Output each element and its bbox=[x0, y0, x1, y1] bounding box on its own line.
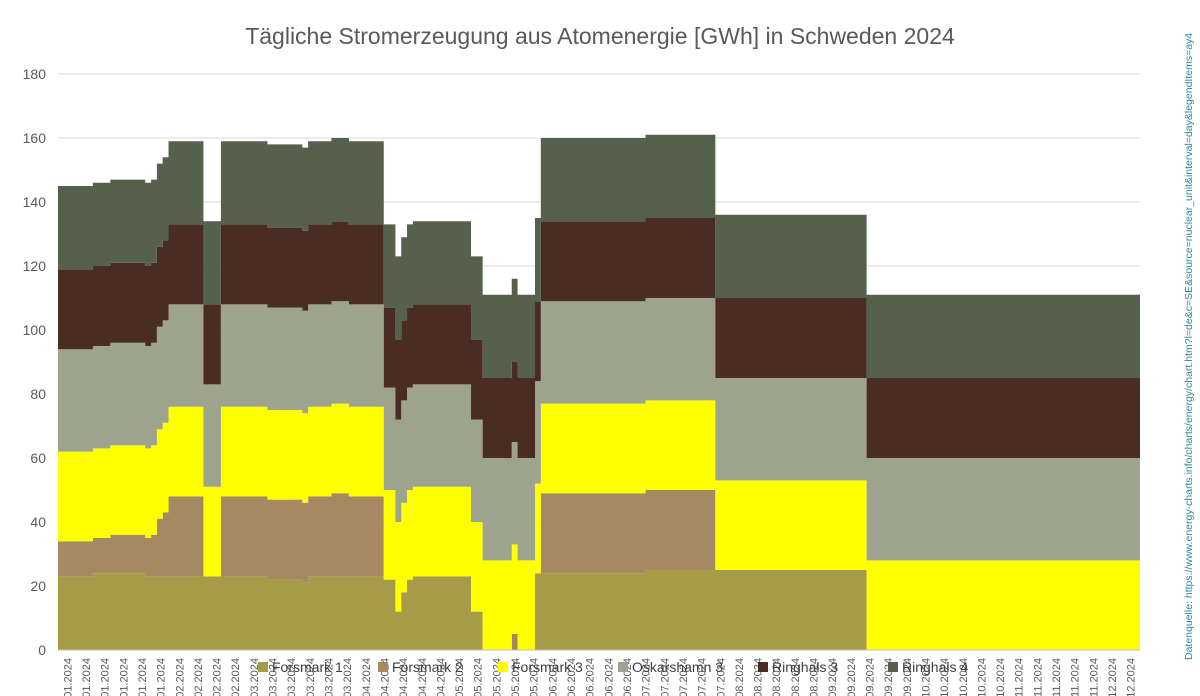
x-tick-label: 07.03.2024 bbox=[268, 658, 280, 696]
x-tick-label: 31.01.2024 bbox=[156, 658, 168, 696]
x-tick-label: 20.11.2024 bbox=[1070, 658, 1082, 696]
y-tick-label: 140 bbox=[23, 194, 47, 210]
x-tick-label: 13.03.2024 bbox=[286, 658, 298, 696]
x-tick-label: 12.02.2024 bbox=[193, 658, 205, 696]
x-tick-label: 04.08.2024 bbox=[734, 658, 746, 696]
x-tick-label: 24.02.2024 bbox=[230, 658, 242, 696]
x-tick-label: 18.04.2024 bbox=[398, 658, 410, 696]
x-tick-label: 11.06.2024 bbox=[566, 658, 578, 696]
x-tick-label: 15.10.2024 bbox=[958, 658, 970, 696]
x-tick-label: 05.06.2024 bbox=[547, 658, 559, 696]
y-tick-label: 100 bbox=[23, 322, 47, 338]
legend-swatch bbox=[888, 662, 898, 672]
series-area-ringhals-4 bbox=[58, 134, 1140, 378]
legend-label: Forsmark 2 bbox=[392, 659, 463, 675]
legend-label: Forsmark 1 bbox=[272, 659, 343, 675]
series-area-forsmark-1 bbox=[58, 570, 1140, 650]
x-tick-label: 17.07.2024 bbox=[678, 658, 690, 696]
x-tick-label: 26.11.2024 bbox=[1088, 658, 1100, 696]
y-axis: 0 20 40 60 80 100 120 140 160 180 bbox=[23, 66, 47, 658]
x-tick-label: 03.09.2024 bbox=[827, 658, 839, 696]
x-tick-label: 19.03.2024 bbox=[305, 658, 317, 696]
y-tick-label: 40 bbox=[30, 514, 46, 530]
x-tick-label: 19.01.2024 bbox=[118, 658, 130, 696]
x-tick-label: 16.08.2024 bbox=[771, 658, 783, 696]
legend-label: Oskarshamn 3 bbox=[632, 659, 723, 675]
legend-swatch bbox=[498, 662, 508, 672]
x-tick-label: 23.07.2024 bbox=[697, 658, 709, 696]
x-tick-label: 09.09.2024 bbox=[846, 658, 858, 696]
x-tick-label: 12.05.2024 bbox=[473, 658, 485, 696]
x-tick-label: 15.09.2024 bbox=[865, 658, 877, 696]
legend: Forsmark 1 Forsmark 2 Forsmark 3 Oskarshamn… bbox=[258, 659, 968, 675]
x-axis: 01.01.2024 07.01.2024 13.01.2024 19.01.2024… bbox=[58, 649, 1140, 696]
series-area-forsmark-2 bbox=[58, 490, 1140, 650]
x-tick-label: 30.04.2024 bbox=[435, 658, 447, 696]
x-tick-label: 29.07.2024 bbox=[715, 658, 727, 696]
x-tick-label: 09.10.2024 bbox=[939, 658, 951, 696]
x-tick-label: 23.06.2024 bbox=[603, 658, 615, 696]
x-tick-label: 25.03.2024 bbox=[324, 658, 336, 696]
y-tick-label: 20 bbox=[30, 578, 46, 594]
x-tick-label: 21.10.2024 bbox=[976, 658, 988, 696]
y-tick-label: 160 bbox=[23, 130, 47, 146]
legend-swatch bbox=[758, 662, 768, 672]
x-tick-label: 27.10.2024 bbox=[995, 658, 1007, 696]
x-tick-label: 01.01.2024 bbox=[62, 658, 74, 696]
x-tick-label: 06.04.2024 bbox=[361, 658, 373, 696]
x-tick-label: 14.11.2024 bbox=[1051, 658, 1063, 696]
y-tick-label: 60 bbox=[30, 450, 46, 466]
legend-label: Forsmark 3 bbox=[512, 659, 583, 675]
x-tick-label: 02.11.2024 bbox=[1014, 658, 1026, 696]
x-tick-label: 28.08.2024 bbox=[809, 658, 821, 696]
y-tick-label: 0 bbox=[38, 642, 46, 658]
x-tick-label: 11.07.2024 bbox=[659, 658, 671, 696]
x-tick-label: 06.02.2024 bbox=[174, 658, 186, 696]
legend-label: Ringhals 4 bbox=[902, 659, 968, 675]
x-tick-label: 06.05.2024 bbox=[454, 658, 466, 696]
x-tick-label: 08.12.2024 bbox=[1126, 658, 1138, 696]
legend-swatch bbox=[378, 662, 388, 672]
legend-swatch bbox=[258, 662, 268, 672]
legend-label: Ringhals 3 bbox=[772, 659, 838, 675]
x-tick-label: 17.06.2024 bbox=[585, 658, 597, 696]
x-tick-label: 08.11.2024 bbox=[1032, 658, 1044, 696]
chart-title: Tägliche Stromerzeugung aus Atomenergie … bbox=[245, 23, 955, 49]
x-tick-label: 24.05.2024 bbox=[510, 658, 522, 696]
series-area-ringhals-3 bbox=[58, 218, 1140, 458]
x-tick-label: 01.03.2024 bbox=[249, 658, 261, 696]
x-tick-label: 22.08.2024 bbox=[790, 658, 802, 696]
y-tick-label: 120 bbox=[23, 258, 47, 274]
source-note: Datenquelle: https://www.energy-charts.i… bbox=[1183, 33, 1195, 660]
x-tick-label: 18.02.2024 bbox=[212, 658, 224, 696]
x-tick-label: 07.01.2024 bbox=[81, 658, 93, 696]
series-area-oskarshamn-3 bbox=[58, 298, 1140, 561]
x-tick-label: 27.09.2024 bbox=[902, 658, 914, 696]
x-tick-label: 02.12.2024 bbox=[1107, 658, 1119, 696]
x-tick-label: 13.01.2024 bbox=[100, 658, 112, 696]
x-tick-label: 31.03.2024 bbox=[342, 658, 354, 696]
y-tick-label: 180 bbox=[23, 66, 47, 82]
series-area-forsmark-3 bbox=[58, 400, 1140, 650]
y-tick-label: 80 bbox=[30, 386, 46, 402]
x-tick-label: 05.07.2024 bbox=[641, 658, 653, 696]
x-tick-label: 25.01.2024 bbox=[137, 658, 149, 696]
x-tick-label: 24.04.2024 bbox=[417, 658, 429, 696]
legend-swatch bbox=[618, 662, 628, 672]
x-tick-label: 03.10.2024 bbox=[921, 658, 933, 696]
stacked-areas bbox=[58, 134, 1140, 650]
x-tick-label: 30.05.2024 bbox=[529, 658, 541, 696]
